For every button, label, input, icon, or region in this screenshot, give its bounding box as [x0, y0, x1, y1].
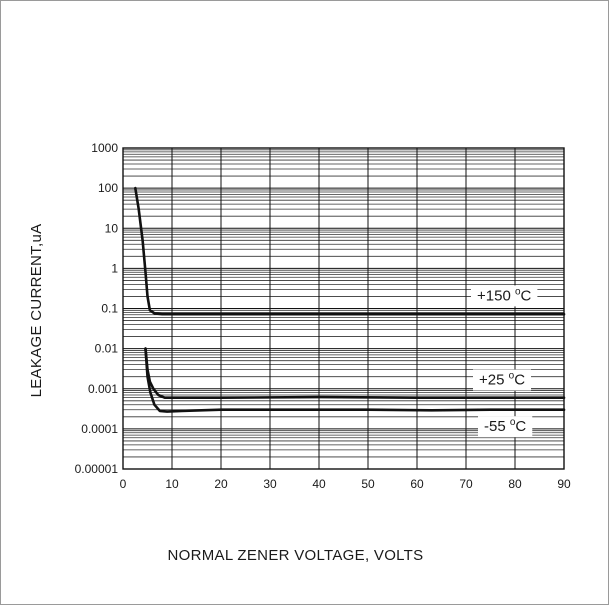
- x-tick-label: 20: [214, 477, 228, 491]
- series-line-2: [144, 347, 566, 399]
- curve-label-3: -55 oC: [478, 416, 533, 438]
- y-tick-label: 0.1: [101, 302, 118, 316]
- x-tick-label: 50: [361, 477, 375, 491]
- x-axis-title: NORMAL ZENER VOLTAGE, VOLTS: [168, 547, 424, 564]
- curve-label-bg: [473, 369, 532, 391]
- curve-label-unit: C: [514, 372, 525, 389]
- curve-label-text: -55 oC: [484, 417, 526, 435]
- plot-border: [122, 147, 565, 470]
- x-tick-label: 80: [508, 477, 522, 491]
- curve-labels: +150 oC+25 oC-55 oC: [471, 285, 538, 438]
- x-tick-label: 40: [312, 477, 326, 491]
- degree-symbol: o: [515, 286, 521, 297]
- x-tick-label: 70: [459, 477, 473, 491]
- chart-curves: [134, 186, 566, 413]
- curve-label-value: +25: [479, 372, 509, 389]
- y-tick-label: 100: [98, 181, 118, 195]
- curve-label-1: +150 oC: [471, 285, 538, 307]
- series-line-1: [134, 186, 566, 316]
- degree-symbol: o: [510, 417, 516, 428]
- y-tick-label: 0.01: [95, 342, 119, 356]
- curve-label-unit: C: [521, 287, 532, 304]
- x-tick-label: 10: [165, 477, 179, 491]
- curve-label-text: +25 oC: [479, 371, 525, 389]
- tick-labels: 0 10 20 30 40 50 60 70 80 90 0.00001 0.0001 0.001 0.0…: [75, 141, 571, 491]
- y-axis-title: LEAKAGE CURRENT,uA: [28, 224, 45, 398]
- curve-label-bg: [478, 416, 533, 438]
- x-tick-label: 0: [120, 477, 127, 491]
- x-tick-label: 30: [263, 477, 277, 491]
- x-tick-label: 90: [557, 477, 571, 491]
- curve-label-value: -55: [484, 418, 510, 435]
- curve-label-value: +150: [477, 287, 515, 304]
- y-tick-label: 1: [111, 261, 118, 275]
- x-tick-label: 60: [410, 477, 424, 491]
- y-tick-label: 0.00001: [75, 462, 119, 476]
- curve-label-text: +150 oC: [477, 286, 532, 304]
- y-tick-label: 10: [105, 221, 119, 235]
- series-line-3: [144, 347, 566, 413]
- y-tick-label: 0.0001: [81, 422, 118, 436]
- curve-label-2: +25 oC: [473, 369, 532, 391]
- curve-label-bg: [471, 285, 538, 307]
- y-tick-label: 0.001: [88, 382, 118, 396]
- degree-symbol: o: [509, 371, 515, 382]
- curve-label-unit: C: [515, 418, 526, 435]
- y-tick-label: 1000: [91, 141, 118, 155]
